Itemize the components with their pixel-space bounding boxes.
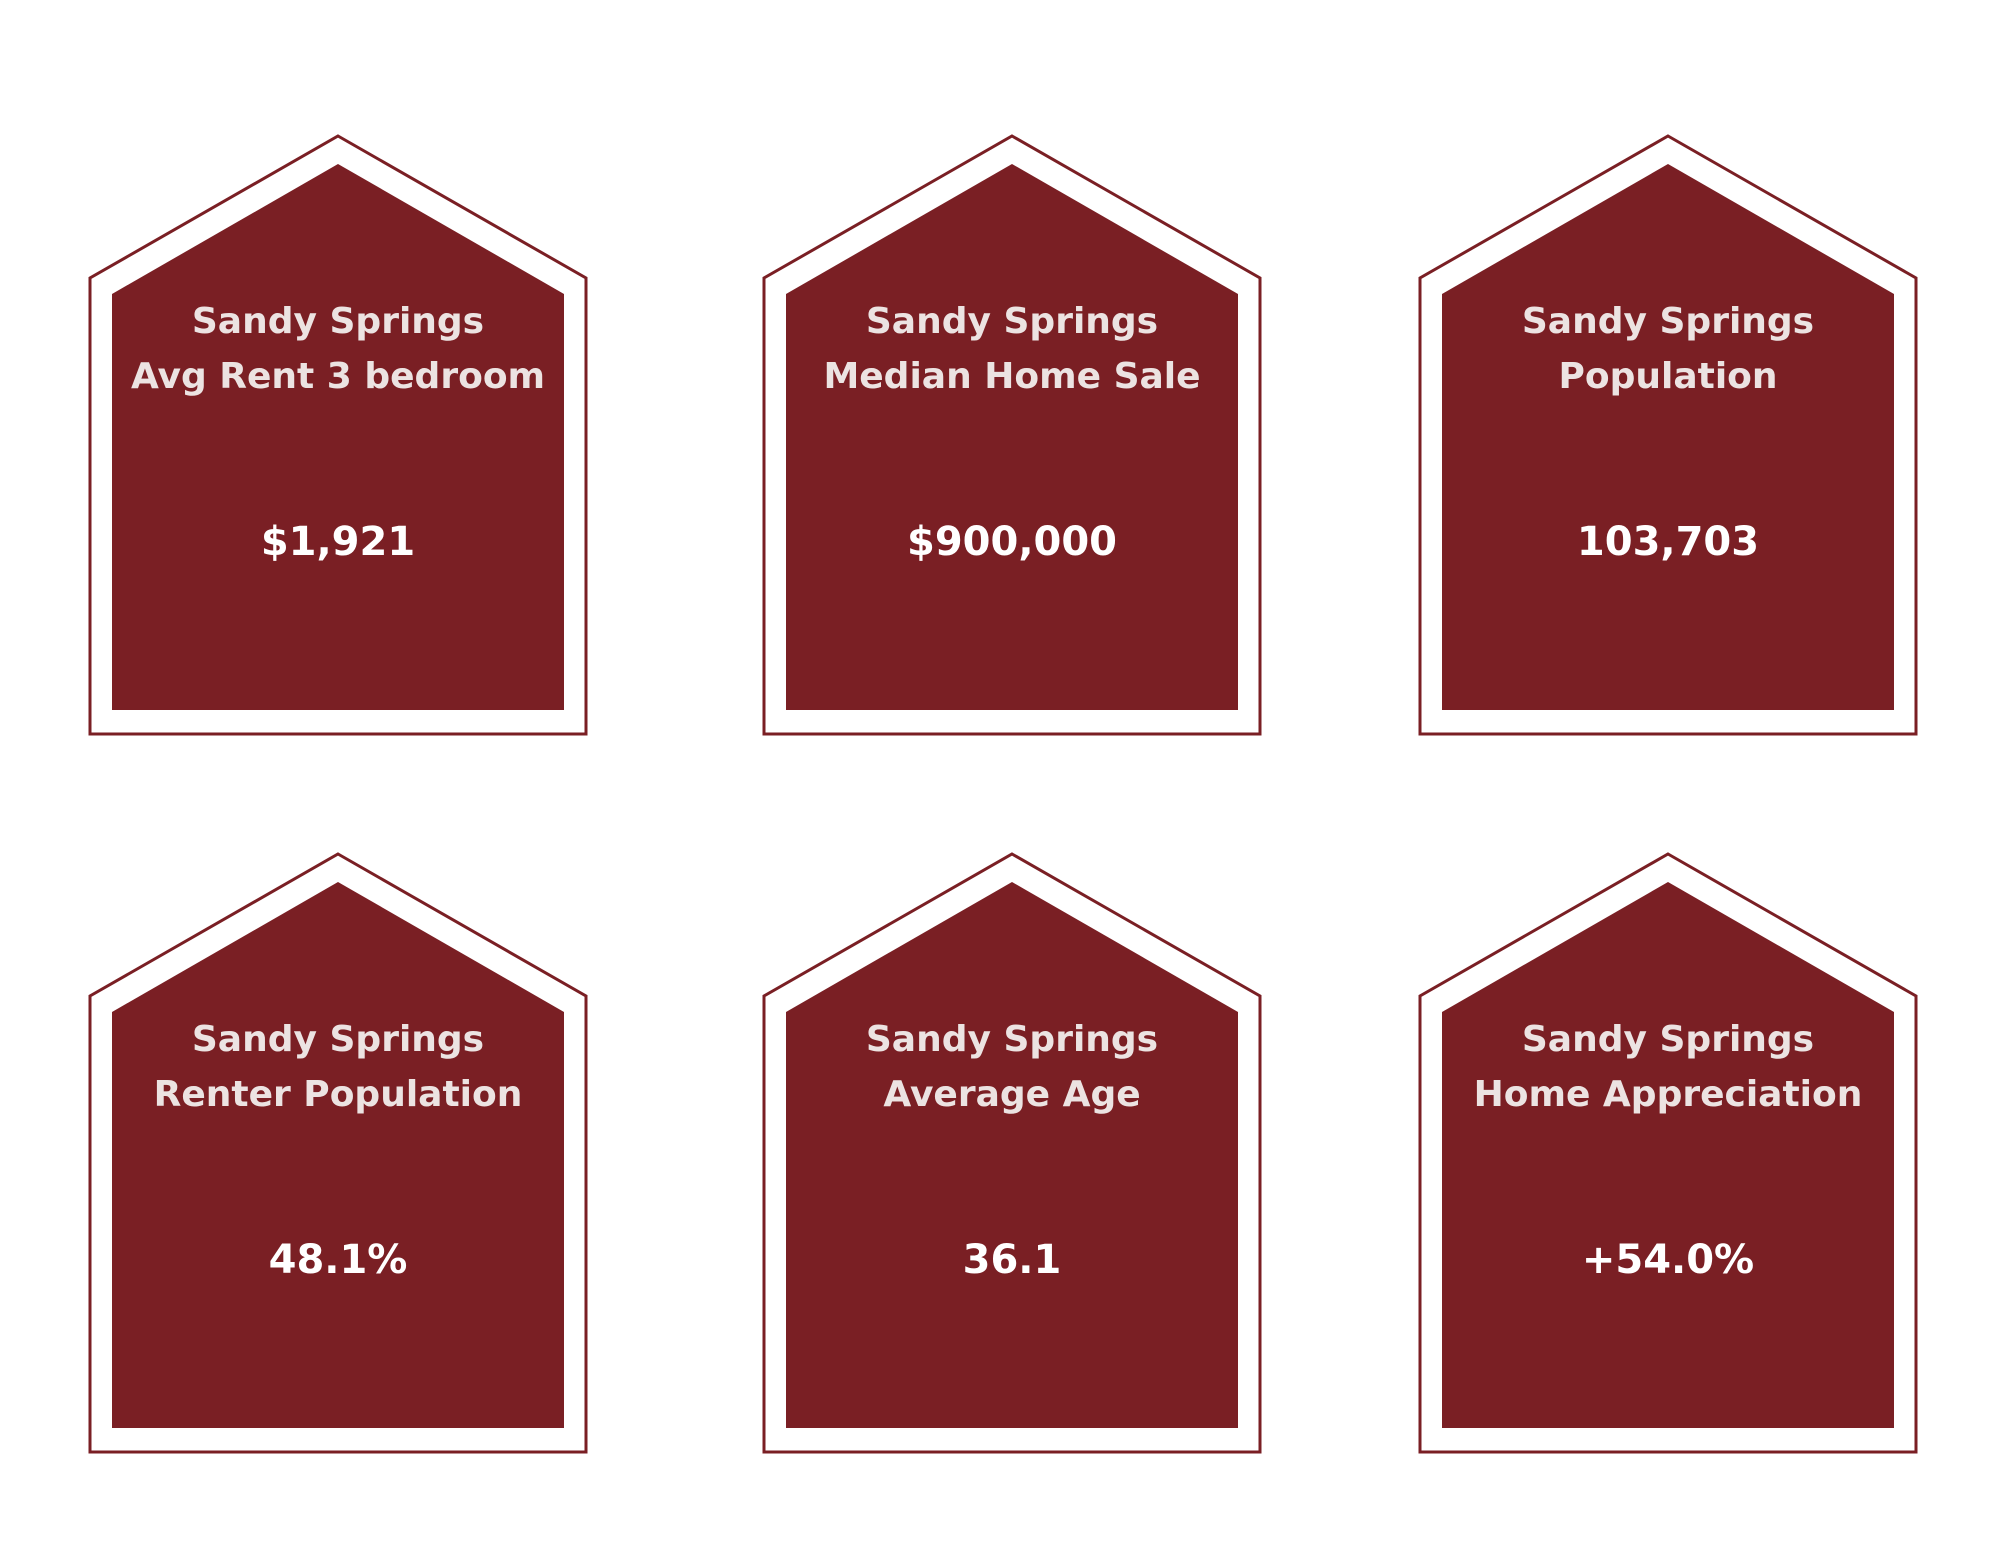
card-title-line2: Renter Population: [153, 1074, 523, 1115]
card-value: $900,000: [906, 519, 1118, 565]
card-title-line2: Home Appreciation: [1473, 1074, 1863, 1115]
card-value: 103,703: [1576, 519, 1760, 565]
card-title-line2: Population: [1558, 356, 1778, 397]
card-title: Sandy Springs Population: [1438, 294, 1898, 404]
house-shape: [1418, 134, 1918, 736]
card-title-line2: Average Age: [883, 1074, 1141, 1115]
card-value: $1,921: [260, 519, 416, 565]
card-title: Sandy Springs Home Appreciation: [1438, 1012, 1898, 1122]
house-shape: [1418, 852, 1918, 1454]
stat-card-home-appreciation: Sandy Springs Home Appreciation +54.0%: [1418, 852, 1918, 1454]
card-value: 48.1%: [268, 1237, 408, 1283]
card-title-line1: Sandy Springs: [191, 1019, 485, 1060]
card-title-line1: Sandy Springs: [865, 301, 1159, 342]
card-title-line1: Sandy Springs: [1521, 1019, 1815, 1060]
card-value: +54.0%: [1581, 1237, 1755, 1283]
stat-card-median-home-sale: Sandy Springs Median Home Sale $900,000: [762, 134, 1262, 736]
house-shape: [762, 852, 1262, 1454]
card-title-line2: Avg Rent 3 bedroom: [130, 356, 546, 397]
card-title: Sandy Springs Renter Population: [108, 1012, 568, 1122]
house-shape: [762, 134, 1262, 736]
house-shape: [88, 852, 588, 1454]
card-title: Sandy Springs Avg Rent 3 bedroom: [108, 294, 568, 404]
card-value: 36.1: [962, 1237, 1062, 1283]
card-title-line1: Sandy Springs: [1521, 301, 1815, 342]
stat-card-avg-rent: Sandy Springs Avg Rent 3 bedroom $1,921: [88, 134, 588, 736]
card-title-line1: Sandy Springs: [865, 1019, 1159, 1060]
stat-card-average-age: Sandy Springs Average Age 36.1: [762, 852, 1262, 1454]
card-title: Sandy Springs Median Home Sale: [782, 294, 1242, 404]
card-title: Sandy Springs Average Age: [782, 1012, 1242, 1122]
house-shape: [88, 134, 588, 736]
stat-card-renter-population: Sandy Springs Renter Population 48.1%: [88, 852, 588, 1454]
stat-card-population: Sandy Springs Population 103,703: [1418, 134, 1918, 736]
card-title-line2: Median Home Sale: [823, 356, 1201, 397]
card-title-line1: Sandy Springs: [191, 301, 485, 342]
